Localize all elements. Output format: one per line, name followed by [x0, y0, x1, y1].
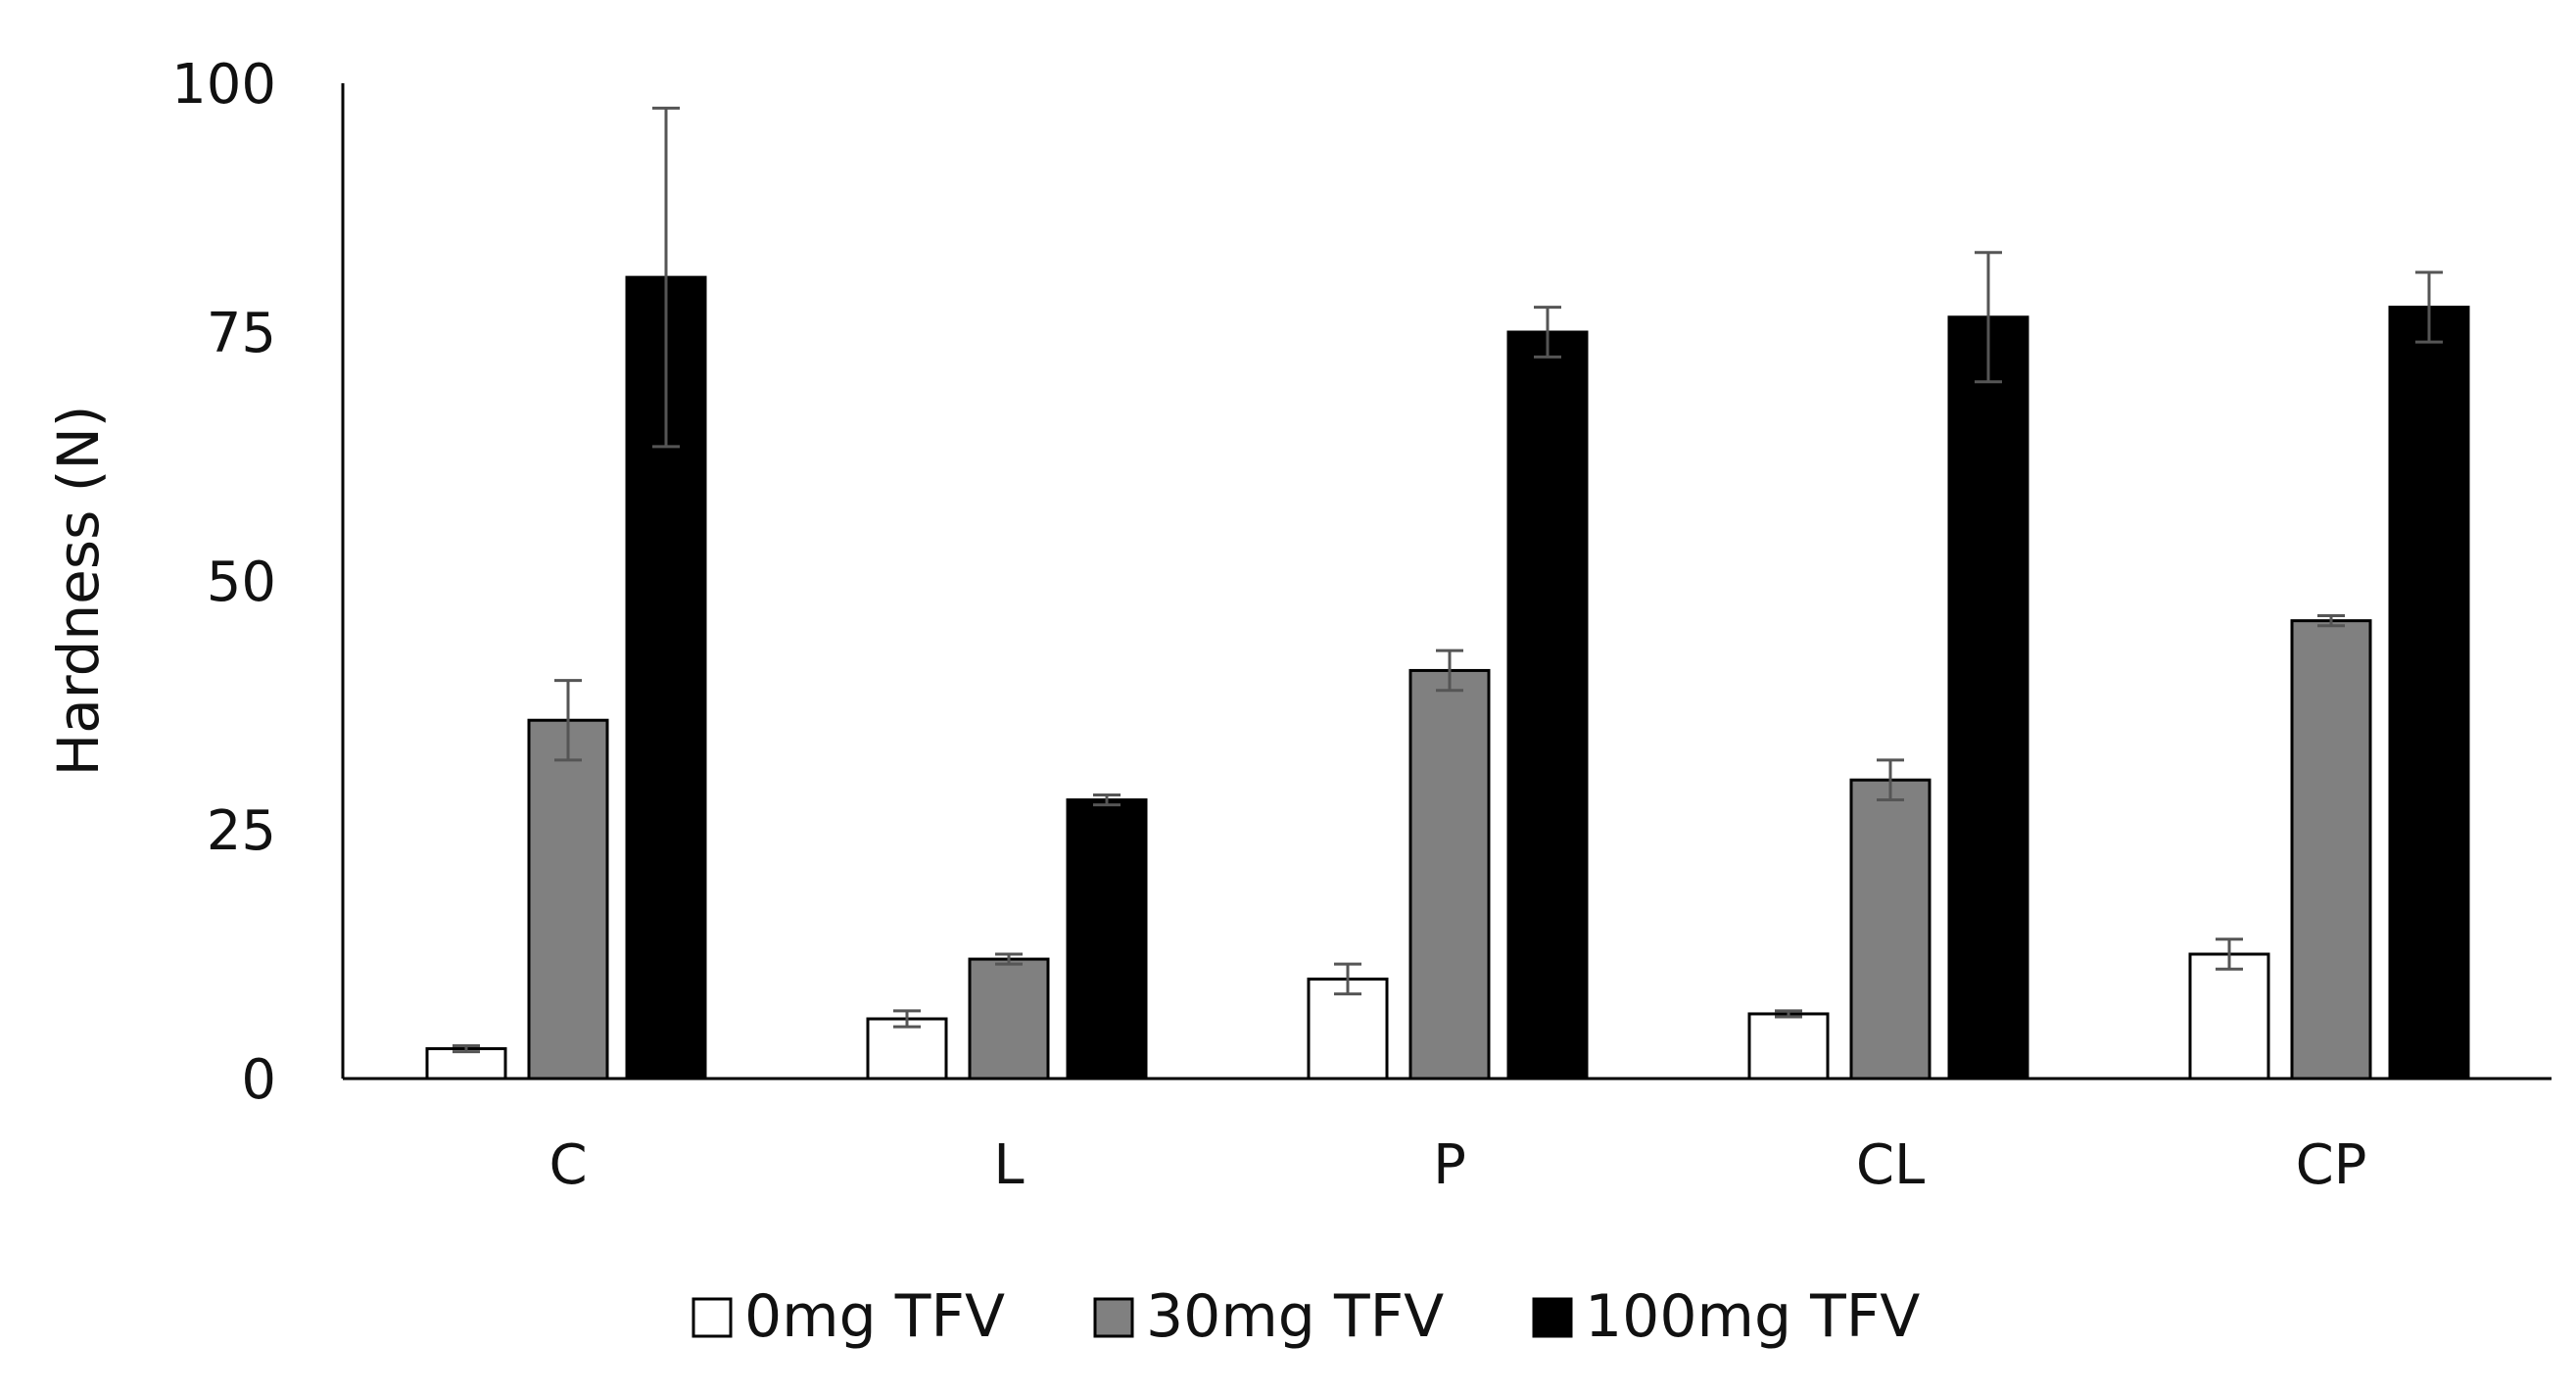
- bars: [425, 275, 2470, 1081]
- error-bar-c-series-0: [453, 1043, 480, 1054]
- error-bar-l-series-2: [1093, 793, 1121, 807]
- bar-cp-series-0: [2188, 952, 2270, 1081]
- bar-p-series-1: [1408, 668, 1491, 1081]
- error-bar-p-series-2: [1534, 306, 1561, 359]
- error-bar-cp-series-2: [2415, 270, 2443, 344]
- bar-l-series-1: [968, 957, 1050, 1081]
- y-tick-label: 25: [207, 799, 276, 863]
- y-tick-label: 0: [241, 1048, 276, 1112]
- error-bar-cl-series-1: [1877, 758, 1904, 802]
- legend-item-series-0: 0mg TFV: [692, 1282, 1005, 1351]
- error-bar-p-series-1: [1436, 649, 1463, 693]
- error-bar-cp-series-1: [2317, 614, 2345, 628]
- y-tick-labels: 0 25 50 75 100: [171, 53, 276, 1112]
- bar-c-series-1: [527, 718, 609, 1081]
- legend-item-series-1: 30mg TFV: [1093, 1282, 1444, 1351]
- y-tick-label: 75: [207, 302, 276, 365]
- bar-cp-series-1: [2290, 619, 2372, 1081]
- legend-item-series-2: 100mg TFV: [1532, 1282, 1920, 1351]
- bar-cl-series-0: [1747, 1012, 1830, 1081]
- error-bar-l-series-0: [893, 1009, 921, 1029]
- bar-c-series-0: [425, 1047, 507, 1081]
- legend-label: 100mg TFV: [1585, 1282, 1920, 1351]
- error-bar-c-series-1: [554, 679, 582, 762]
- bar-cp-series-2: [2388, 306, 2470, 1081]
- error-bar-cp-series-0: [2216, 937, 2243, 971]
- legend-label: 30mg TFV: [1146, 1282, 1444, 1351]
- bar-cl-series-1: [1849, 778, 1932, 1081]
- bar-cl-series-2: [1947, 315, 2029, 1081]
- legend-swatch: [692, 1297, 733, 1338]
- y-axis-title: Hardness (N): [45, 406, 112, 777]
- y-tick-label: 50: [207, 551, 276, 614]
- axes: [341, 83, 2552, 1081]
- x-tick-label: P: [1433, 1133, 1466, 1197]
- error-bars: [453, 106, 2443, 1054]
- x-tick-label: CL: [1856, 1133, 1925, 1197]
- x-tick-labels: C L P CL CP: [549, 1133, 2366, 1197]
- legend-label: 0mg TFV: [744, 1282, 1005, 1351]
- bar-l-series-2: [1066, 798, 1148, 1081]
- error-bar-cl-series-0: [1775, 1009, 1802, 1019]
- legend: 0mg TFV 30mg TFV 100mg TFV: [692, 1282, 1920, 1351]
- bar-p-series-2: [1506, 330, 1589, 1081]
- y-tick-label: 100: [171, 53, 276, 117]
- x-tick-label: L: [993, 1133, 1024, 1197]
- legend-swatch: [1532, 1297, 1573, 1338]
- error-bar-l-series-1: [995, 952, 1023, 966]
- error-bar-p-series-0: [1334, 962, 1361, 996]
- legend-swatch: [1093, 1297, 1134, 1338]
- x-tick-label: CP: [2296, 1133, 2367, 1197]
- x-tick-label: C: [549, 1133, 587, 1197]
- error-bar-c-series-2: [652, 106, 680, 449]
- error-bar-cl-series-2: [1975, 251, 2002, 384]
